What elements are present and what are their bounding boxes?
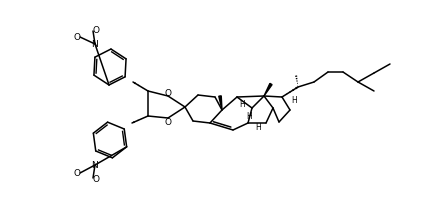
Text: H: H <box>255 123 261 132</box>
Text: N: N <box>92 160 98 169</box>
Text: O: O <box>73 168 81 177</box>
Polygon shape <box>264 83 272 96</box>
Text: O: O <box>165 89 171 98</box>
Text: O: O <box>92 174 100 183</box>
Text: H: H <box>246 111 252 120</box>
Text: N: N <box>92 40 98 49</box>
Text: H: H <box>239 100 245 108</box>
Text: H: H <box>291 95 297 104</box>
Text: O: O <box>73 33 81 42</box>
Text: O: O <box>92 25 100 34</box>
Text: O: O <box>165 117 171 126</box>
Polygon shape <box>219 96 222 110</box>
